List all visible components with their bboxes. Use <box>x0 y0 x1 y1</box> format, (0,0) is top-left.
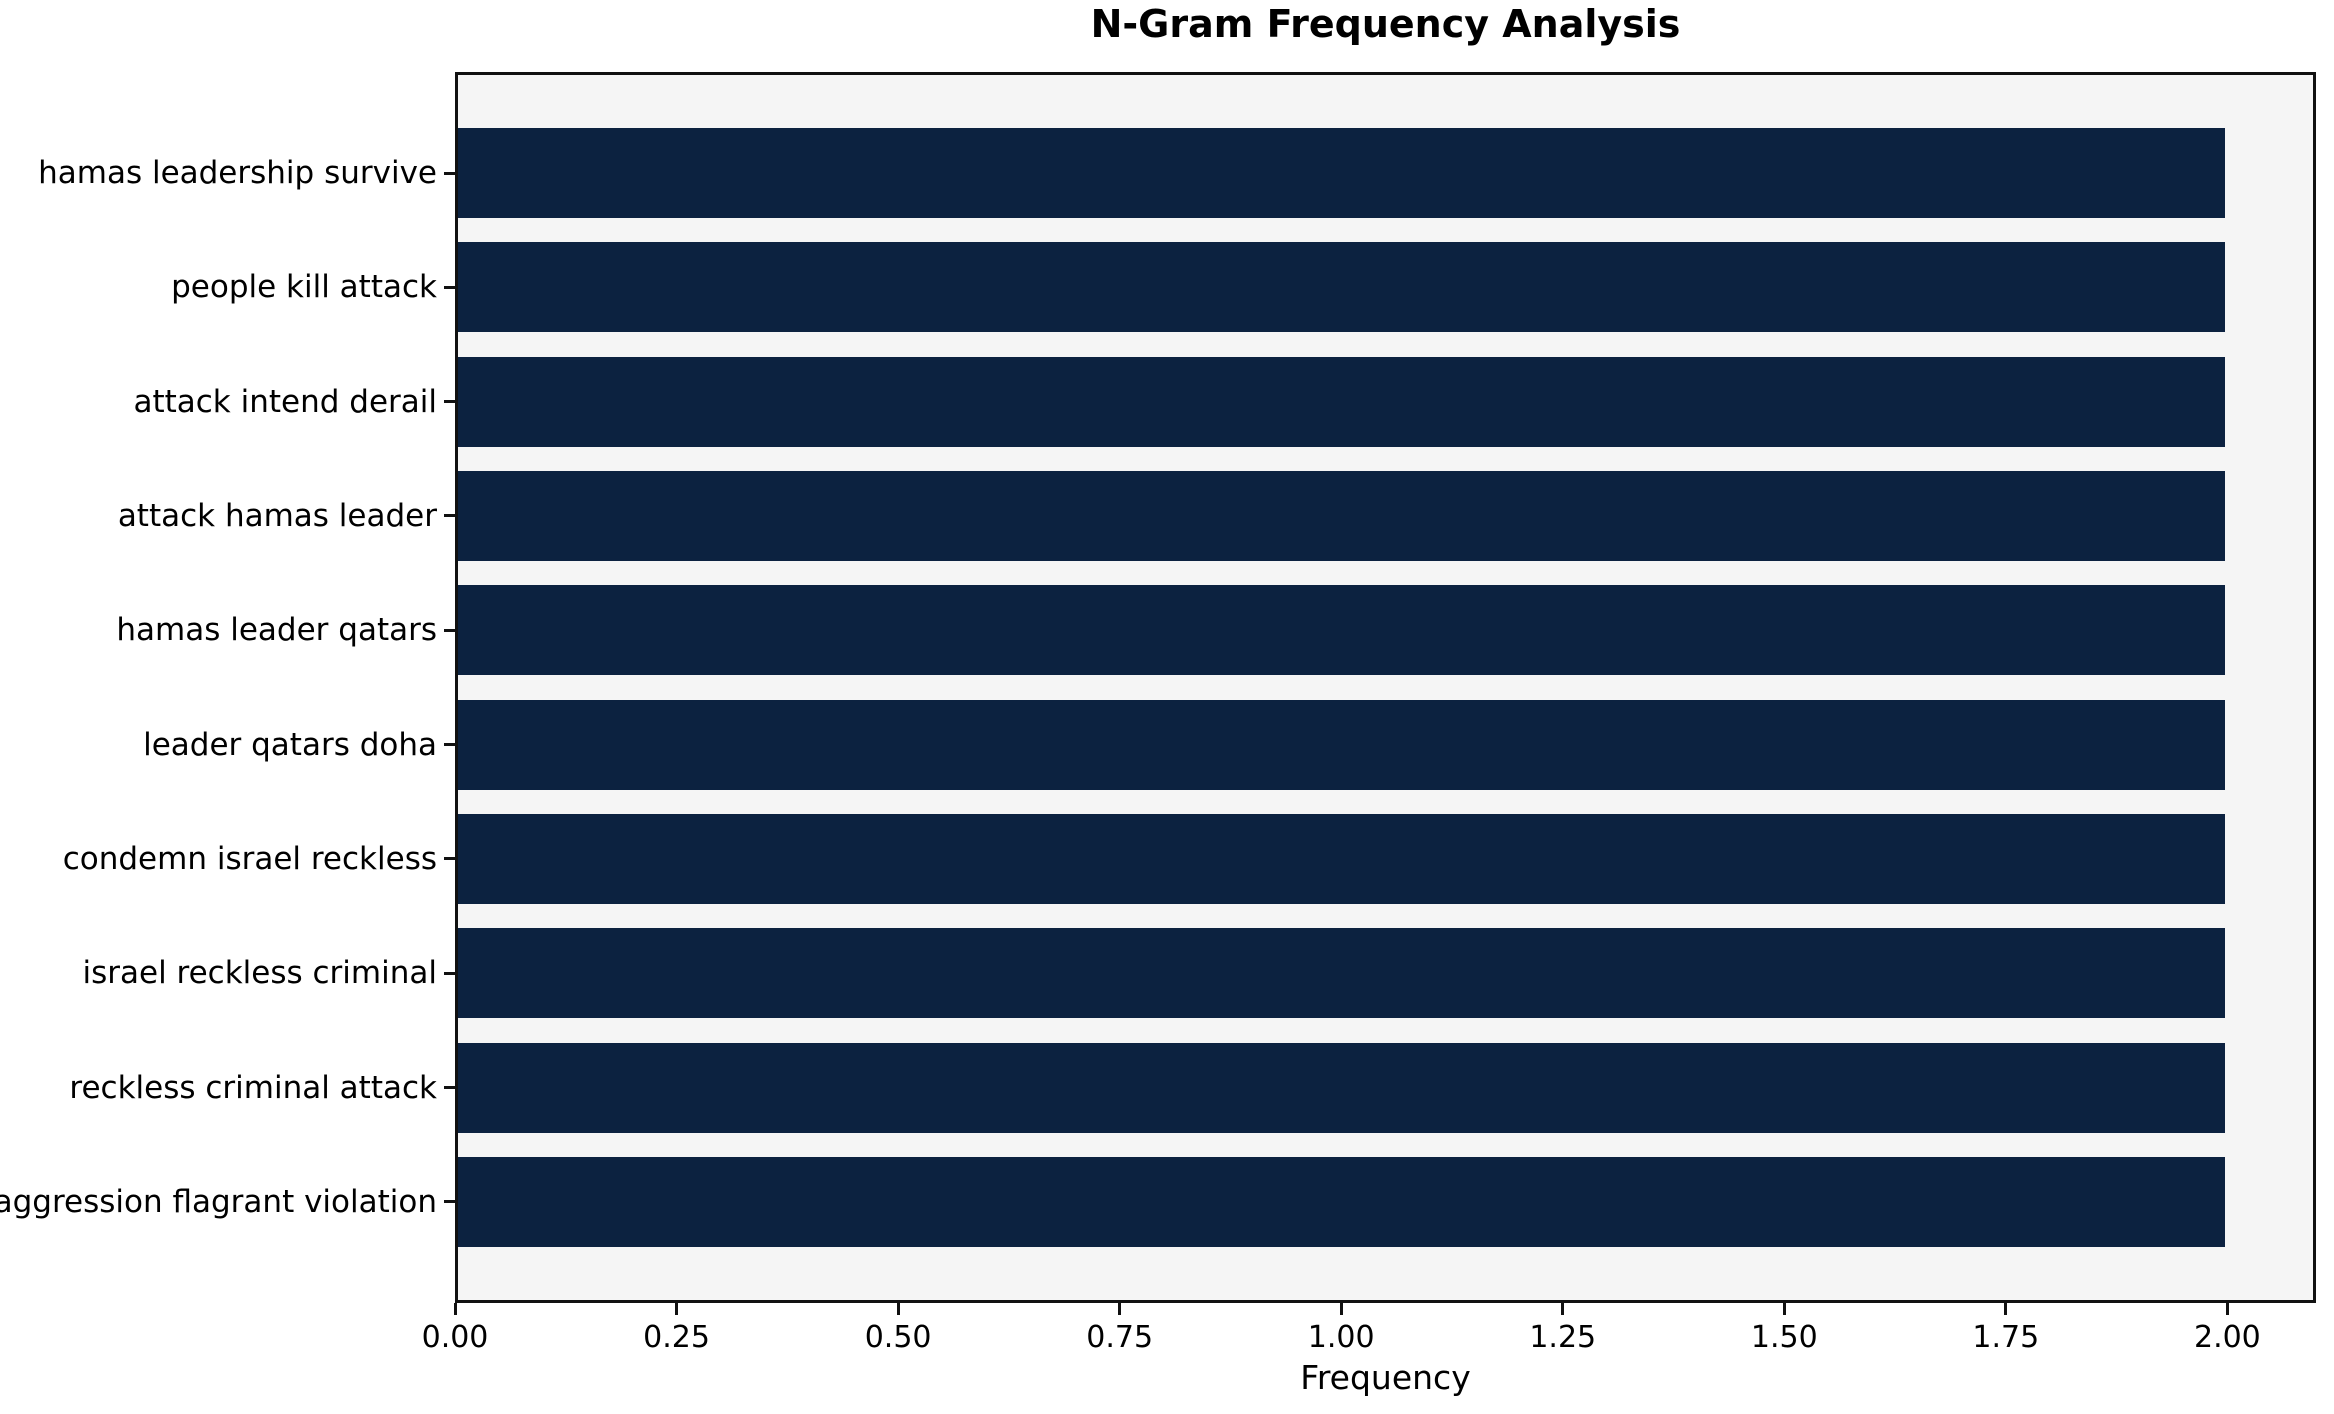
y-axis-label: people kill attack <box>171 269 437 306</box>
bar <box>458 1042 2225 1133</box>
x-axis-tick <box>2004 1303 2008 1315</box>
bar-row: hamas leader qatars <box>116 585 2313 676</box>
bar-row: attack hamas leader <box>118 470 2313 561</box>
bar-row: reckless criminal attack <box>69 1042 2313 1133</box>
bar <box>458 813 2225 904</box>
bar <box>458 470 2225 561</box>
y-axis-tick <box>444 1086 455 1090</box>
bar <box>458 585 2225 676</box>
x-axis: 0.00 0.25 0.50 0.75 1.00 1.25 1.50 1.75 2.00 <box>422 1303 2316 1403</box>
y-axis-tick <box>444 514 455 518</box>
y-axis-label: israel reckless criminal <box>82 955 438 992</box>
y-axis-label: condemn israel reckless <box>62 840 437 877</box>
bar-row: hamas leadership survive <box>38 128 2313 218</box>
x-axis-tick-label: 2.00 <box>2193 1320 2261 1355</box>
y-axis-tick <box>444 171 455 175</box>
x-axis-tick-label: 1.00 <box>1307 1320 1375 1355</box>
x-axis-tick <box>453 1303 457 1315</box>
bar-row: condemn israel reckless <box>63 813 2313 904</box>
x-axis-tick <box>675 1303 679 1315</box>
y-axis-tick <box>444 971 455 975</box>
y-axis-tick <box>444 857 455 861</box>
x-axis-tick <box>896 1303 900 1315</box>
x-axis-tick <box>1339 1303 1343 1315</box>
y-axis-label: leader qatars doha <box>143 726 437 763</box>
x-axis-tick <box>1118 1303 1122 1315</box>
x-axis-tick-label: 0.50 <box>864 1320 932 1355</box>
y-axis-tick <box>444 400 455 404</box>
x-axis-tick-label: 0.25 <box>643 1320 710 1355</box>
x-axis-tick <box>1782 1303 1786 1315</box>
x-axis-tick-label: 1.50 <box>1750 1320 1818 1355</box>
bar <box>458 128 2225 218</box>
x-axis-tick-label: 0.75 <box>1086 1320 1154 1355</box>
bar <box>458 356 2225 447</box>
y-axis-label: attack intend derail <box>133 383 437 420</box>
bar <box>458 242 2225 333</box>
bar <box>458 1156 2225 1247</box>
y-axis-label: reckless criminal attack <box>69 1069 437 1106</box>
x-axis-tick <box>1561 1303 1565 1315</box>
y-axis-label: attack hamas leader <box>117 497 437 534</box>
bar <box>458 928 2225 1019</box>
y-axis-label: hamas leader qatars <box>116 612 437 649</box>
y-axis-tick <box>444 285 455 289</box>
y-axis-tick <box>444 1200 455 1204</box>
bar <box>458 699 2225 790</box>
x-axis-title: Frequency <box>1300 1358 1471 1397</box>
bar-row: attack intend derail <box>133 356 2313 447</box>
bar-row: israel reckless criminal <box>83 928 2313 1019</box>
y-axis-tick <box>444 628 455 632</box>
bar-row: people kill attack <box>171 242 2313 333</box>
x-axis-tick-label: 1.25 <box>1529 1320 1597 1355</box>
y-axis-tick <box>444 743 455 747</box>
y-axis-label: hamas leadership survive <box>38 155 437 191</box>
x-axis-tick-label: 0.00 <box>421 1320 489 1355</box>
y-axis-label: aggression flagrant violation <box>0 1183 437 1220</box>
bar-series: hamas leadership survive people kill atta… <box>0 75 2313 1300</box>
bar-row: leader qatars doha <box>143 699 2313 790</box>
plot-area: hamas leadership survive people kill atta… <box>0 72 2316 1303</box>
x-axis-tick-label: 1.75 <box>1972 1320 2040 1355</box>
x-axis-tick <box>2225 1303 2229 1315</box>
chart-title: N-Gram Frequency Analysis <box>1090 2 1681 46</box>
bar-row: aggression flagrant violation <box>0 1156 2313 1247</box>
